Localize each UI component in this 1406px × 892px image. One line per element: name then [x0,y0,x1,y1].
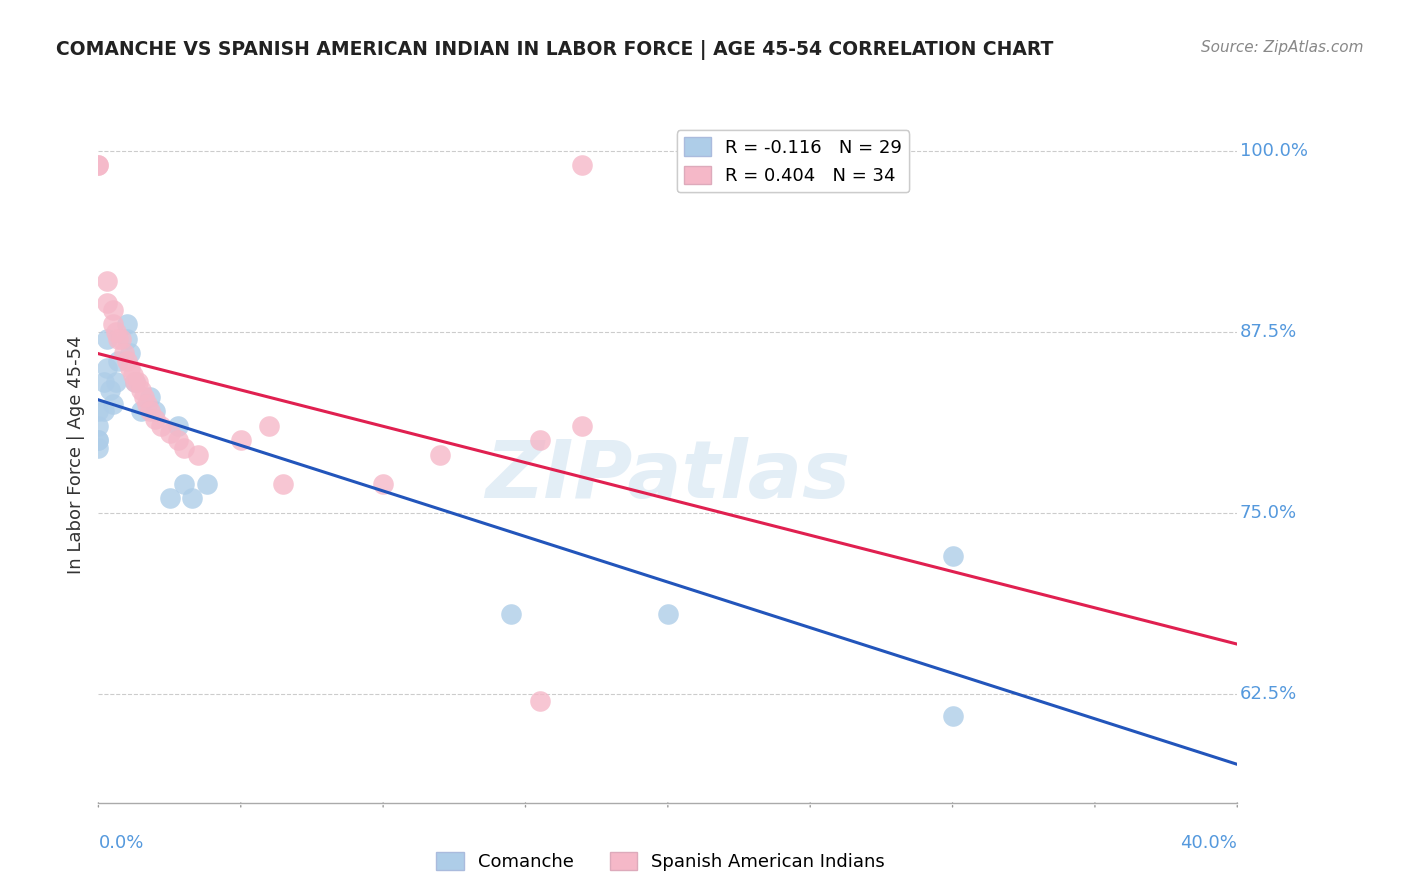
Text: 62.5%: 62.5% [1240,685,1296,703]
Point [96,361,118,376]
Point [107,353,129,368]
Point [529,694,551,708]
Point [93,376,115,390]
Point [373,477,395,491]
Point [167,434,190,448]
Point [96,274,118,288]
Point [93,404,115,418]
Point [118,361,141,376]
Point [132,390,155,404]
Point [129,383,152,397]
Point [115,353,138,368]
Point [145,404,167,418]
Point [118,346,141,360]
Point [96,295,118,310]
Legend: R = -0.116   N = 29, R = 0.404   N = 34: R = -0.116 N = 29, R = 0.404 N = 34 [676,130,910,192]
Point [87,419,110,434]
Point [104,376,127,390]
Text: 0.0%: 0.0% [98,834,143,852]
Point [87,158,110,172]
Point [135,397,157,411]
Text: ZIPatlas: ZIPatlas [485,437,851,515]
Point [107,332,129,346]
Point [657,607,679,622]
Point [112,346,135,360]
Point [181,491,204,506]
Point [150,419,173,434]
Point [259,419,281,434]
Text: COMANCHE VS SPANISH AMERICAN INDIAN IN LABOR FORCE | AGE 45-54 CORRELATION CHART: COMANCHE VS SPANISH AMERICAN INDIAN IN L… [56,40,1053,60]
Point [87,441,110,455]
Point [942,549,965,564]
Text: 87.5%: 87.5% [1240,323,1296,341]
Point [429,448,451,462]
Point [101,318,124,332]
Text: 40.0%: 40.0% [1181,834,1237,852]
Point [101,397,124,411]
Point [138,404,160,418]
Legend: Comanche, Spanish American Indians: Comanche, Spanish American Indians [429,845,893,879]
Point [942,709,965,723]
Point [115,332,138,346]
Point [127,376,149,390]
Point [96,332,118,346]
Point [138,390,160,404]
Point [115,318,138,332]
Point [110,332,132,346]
Point [124,376,146,390]
Point [173,477,195,491]
Point [187,448,209,462]
Point [571,419,593,434]
Text: Source: ZipAtlas.com: Source: ZipAtlas.com [1201,40,1364,55]
Text: 100.0%: 100.0% [1240,142,1308,160]
Point [159,426,181,441]
Point [571,158,593,172]
Point [87,434,110,448]
Point [87,158,110,172]
Point [501,607,523,622]
Point [229,434,252,448]
Point [129,404,152,418]
Point [87,434,110,448]
Point [121,368,143,383]
Point [159,491,181,506]
Text: 75.0%: 75.0% [1240,504,1296,522]
Point [145,411,167,425]
Point [104,325,127,339]
Point [98,383,121,397]
Point [124,376,146,390]
Point [273,477,295,491]
Point [195,477,218,491]
Point [87,404,110,418]
Point [101,303,124,318]
Point [173,441,195,455]
Point [529,434,551,448]
Point [167,419,190,434]
Y-axis label: In Labor Force | Age 45-54: In Labor Force | Age 45-54 [66,335,84,574]
